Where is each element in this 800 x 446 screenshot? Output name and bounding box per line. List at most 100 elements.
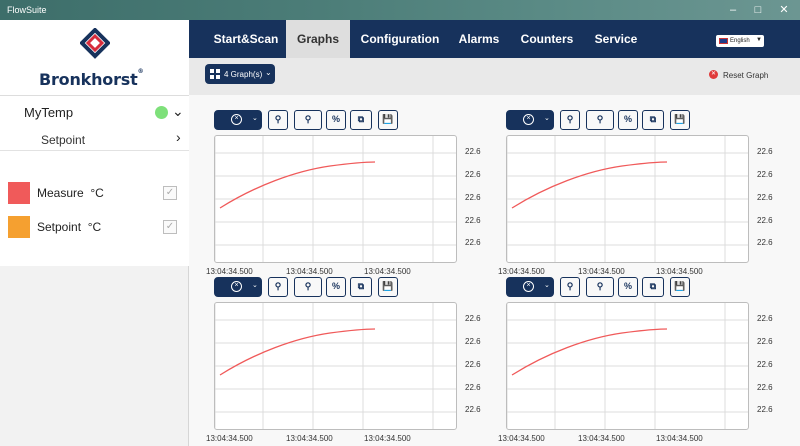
graph-count-label: 4 Graph(s)	[224, 70, 263, 79]
percent-button[interactable]: %	[326, 110, 346, 130]
language-label: English	[730, 37, 750, 44]
percent-button[interactable]: %	[326, 277, 346, 297]
setpoint-checkbox[interactable]: ✓	[163, 220, 177, 234]
fit-window-button[interactable]: ⧉	[350, 110, 372, 130]
x-tick-label: 13:04:34.500	[286, 434, 333, 443]
chevron-right-icon[interactable]: ›	[176, 129, 181, 145]
save-icon: 💾	[382, 114, 394, 124]
plot-svg	[507, 136, 748, 262]
tab-start-scan[interactable]: Start&Scan	[213, 32, 279, 46]
graph-panel: × ⌄ ⚲ ⚲% ⧉ 💾 22.6 22.6 22.6 22.6 22.6 13:04:34.500 1…	[498, 277, 796, 446]
top-navigation: Start&Scan Graphs Configuration Alarms C…	[189, 20, 800, 58]
zoom-y-icon: ⚲	[596, 281, 604, 291]
zoom-reset-button[interactable]: × ⌄	[214, 110, 262, 130]
zoom-y-icon: ⚲	[304, 281, 312, 291]
fit-window-icon: ⧉	[649, 114, 657, 124]
x-tick-label: 13:04:34.500	[656, 434, 703, 443]
tab-alarms[interactable]: Alarms	[458, 32, 500, 46]
save-button[interactable]: 💾	[670, 110, 690, 130]
device-header[interactable]: MyTemp ⌄	[0, 103, 189, 125]
fit-window-icon: ⧉	[357, 114, 365, 124]
language-select[interactable]: English ▼	[716, 35, 764, 47]
zoom-y-button[interactable]: ⚲	[586, 110, 614, 130]
x-tick-label: 13:04:34.500	[578, 434, 625, 443]
save-icon: 💾	[674, 114, 686, 124]
zoom-button[interactable]: ⚲	[560, 110, 580, 130]
measure-curve	[511, 328, 668, 376]
zoom-y-icon: ⚲	[304, 114, 312, 124]
zoom-reset-icon: ×	[523, 281, 534, 292]
graph-panel: × ⌄ ⚲ ⚲% ⧉ 💾 22.6 22.6 22.6 22.6 22.6 13:04:34.500 1…	[206, 110, 504, 280]
zoom-button[interactable]: ⚲	[268, 277, 288, 297]
device-sub-item[interactable]: Setpoint ›	[0, 127, 189, 151]
zoom-button[interactable]: ⚲	[560, 277, 580, 297]
minimize-icon[interactable]: –	[729, 4, 737, 16]
y-tick-label: 22.6	[465, 337, 481, 346]
x-tick-label: 13:04:34.500	[286, 267, 333, 276]
y-tick-label: 22.6	[465, 360, 481, 369]
zoom-y-button[interactable]: ⚲	[294, 277, 322, 297]
tab-counters[interactable]: Counters	[520, 32, 574, 46]
zoom-button[interactable]: ⚲	[268, 110, 288, 130]
y-tick-label: 22.6	[757, 405, 773, 414]
chevron-down-icon: ⌄	[544, 115, 550, 122]
x-tick-label: 13:04:34.500	[206, 434, 253, 443]
y-tick-label: 22.6	[757, 337, 773, 346]
plot-svg	[507, 303, 748, 429]
zoom-reset-button[interactable]: × ⌄	[214, 277, 262, 297]
save-button[interactable]: 💾	[670, 277, 690, 297]
maximize-icon[interactable]: □	[754, 4, 762, 16]
y-tick-label: 22.6	[465, 383, 481, 392]
graph-panel: × ⌄ ⚲ ⚲% ⧉ 💾 22.6 22.6 22.6 22.6 22.6 13:04:34.500 1…	[498, 110, 796, 280]
fit-window-button[interactable]: ⧉	[350, 277, 372, 297]
zoom-reset-button[interactable]: × ⌄	[506, 110, 554, 130]
save-icon: 💾	[674, 281, 686, 291]
zoom-y-button[interactable]: ⚲	[586, 277, 614, 297]
save-icon: 💾	[382, 281, 394, 291]
logo-name: Bronkhorst	[39, 70, 138, 89]
plot-area[interactable]	[506, 302, 749, 430]
graph-count-dropdown[interactable]: 4 Graph(s) ⌄	[205, 64, 275, 84]
plot-area[interactable]	[214, 302, 457, 430]
zoom-icon: ⚲	[566, 281, 574, 291]
tab-service[interactable]: Service	[594, 32, 638, 46]
chevron-down-icon: ⌄	[252, 115, 258, 122]
fit-window-icon: ⧉	[649, 281, 657, 291]
y-tick-label: 22.6	[757, 383, 773, 392]
save-button[interactable]: 💾	[378, 110, 398, 130]
y-tick-label: 22.6	[757, 360, 773, 369]
zoom-icon: ⚲	[566, 114, 574, 124]
chevron-down-icon[interactable]: ⌄	[172, 103, 184, 119]
fit-window-icon: ⧉	[357, 281, 365, 291]
fit-window-button[interactable]: ⧉	[642, 277, 664, 297]
tab-configuration[interactable]: Configuration	[360, 32, 440, 46]
legend-item-measure: Measure °C ✓	[0, 176, 189, 210]
logo-area: Bronkhorst®	[0, 20, 189, 96]
y-tick-label: 22.6	[757, 147, 773, 156]
save-button[interactable]: 💾	[378, 277, 398, 297]
y-tick-label: 22.6	[757, 238, 773, 247]
percent-button[interactable]: %	[618, 277, 638, 297]
zoom-reset-icon: ×	[231, 114, 242, 125]
plot-svg	[215, 303, 456, 429]
percent-icon: %	[623, 114, 632, 124]
measure-checkbox[interactable]: ✓	[163, 186, 177, 200]
logo-text: Bronkhorst®	[39, 68, 144, 89]
close-icon[interactable]: ✕	[779, 4, 789, 16]
zoom-y-button[interactable]: ⚲	[294, 110, 322, 130]
caret-down-icon: ▼	[756, 36, 762, 43]
y-tick-label: 22.6	[757, 193, 773, 202]
close-circle-icon: ✕	[709, 70, 718, 79]
x-tick-label: 13:04:34.500	[498, 434, 545, 443]
chevron-down-icon: ⌄	[252, 282, 258, 289]
zoom-reset-button[interactable]: × ⌄	[506, 277, 554, 297]
tab-graphs[interactable]: Graphs	[286, 20, 350, 58]
fit-window-button[interactable]: ⧉	[642, 110, 664, 130]
plot-area[interactable]	[506, 135, 749, 263]
plot-area[interactable]	[214, 135, 457, 263]
percent-button[interactable]: %	[618, 110, 638, 130]
percent-icon: %	[623, 281, 632, 291]
registered-mark: ®	[137, 68, 144, 75]
x-tick-label: 13:04:34.500	[206, 267, 253, 276]
legend-item-setpoint: Setpoint °C ✓	[0, 210, 189, 244]
